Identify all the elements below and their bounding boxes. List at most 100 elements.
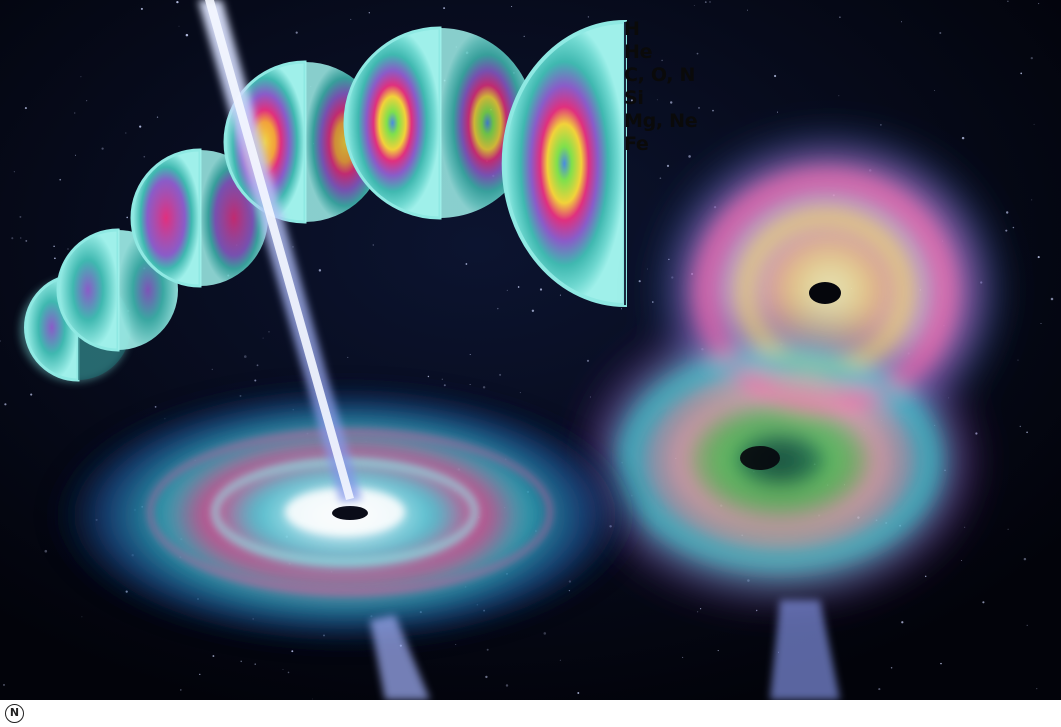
star [1006, 211, 1009, 214]
star [318, 269, 322, 272]
star [1012, 226, 1015, 229]
star [646, 268, 648, 270]
star [11, 237, 14, 240]
accretion-disk [45, 380, 645, 650]
star [964, 526, 966, 528]
star [139, 125, 142, 128]
element-shell-legend: H He C, O, N Si Mg, Ne Fe [624, 18, 764, 156]
star [693, 4, 695, 6]
star [688, 155, 691, 158]
star [499, 373, 502, 376]
star [1037, 256, 1040, 259]
star [176, 0, 179, 4]
star [81, 616, 83, 618]
star [44, 549, 48, 553]
legend-label-h: H [624, 18, 640, 40]
star [486, 648, 489, 651]
star [54, 257, 56, 260]
legend-label-c-o-n: C, O, N [624, 64, 696, 86]
star [443, 384, 446, 387]
star [924, 575, 927, 578]
star [1017, 359, 1019, 361]
star [178, 25, 180, 27]
star [755, 609, 758, 612]
star [25, 239, 28, 242]
star [559, 294, 561, 296]
star [311, 698, 313, 700]
star [74, 154, 77, 156]
star [1050, 297, 1054, 301]
star [291, 650, 294, 653]
star [86, 100, 88, 102]
star [577, 692, 580, 694]
relativistic-jet [198, 0, 430, 700]
star [1040, 322, 1042, 324]
star [517, 286, 520, 288]
star [443, 7, 446, 10]
star [589, 396, 591, 398]
star [559, 659, 561, 661]
star [368, 12, 370, 14]
star-cross-section-6 [501, 19, 627, 308]
illustration: H He C, O, N Si Mg, Ne Fe [0, 0, 1061, 700]
star [427, 375, 430, 378]
star [254, 663, 256, 665]
star [531, 309, 535, 312]
star [469, 354, 471, 355]
explosion-rings [621, 172, 953, 569]
star [506, 289, 508, 291]
star [185, 33, 189, 37]
jet-lower-right [770, 600, 840, 700]
star [704, 1, 707, 3]
star [961, 560, 963, 561]
star [717, 650, 719, 652]
star [890, 666, 893, 669]
star [511, 5, 513, 8]
star [940, 662, 942, 665]
star [262, 337, 264, 339]
supernova-artwork [0, 0, 1061, 700]
star [697, 106, 701, 109]
star [53, 245, 55, 248]
legend-label-si: Si [624, 87, 644, 109]
star [212, 655, 215, 657]
star [630, 99, 634, 102]
star [638, 280, 641, 283]
star [939, 32, 942, 34]
star [292, 246, 294, 248]
star [441, 378, 443, 380]
star [199, 673, 201, 676]
star [656, 69, 658, 71]
star [839, 16, 841, 19]
star-cross-section-5 [343, 26, 535, 220]
star [13, 171, 15, 173]
black-hole-disk-center [332, 506, 368, 520]
star [1036, 687, 1038, 690]
star [469, 384, 471, 386]
star [696, 52, 699, 55]
star [350, 18, 352, 20]
star [287, 671, 290, 674]
star [1007, 528, 1009, 530]
star [697, 611, 699, 613]
star [143, 155, 146, 158]
star [1007, 0, 1009, 2]
star [74, 112, 76, 114]
star [211, 368, 213, 371]
star [934, 90, 936, 91]
star [282, 669, 284, 670]
star [746, 9, 749, 11]
star [256, 364, 259, 367]
star [1038, 3, 1040, 5]
star [80, 76, 82, 78]
star [776, 111, 779, 113]
star [497, 307, 499, 310]
star [838, 95, 840, 97]
star [156, 116, 159, 118]
star [901, 621, 904, 624]
star [67, 248, 69, 250]
star [621, 308, 622, 310]
legend-label-he: He [624, 41, 653, 63]
star [1033, 123, 1035, 125]
star [19, 215, 22, 218]
